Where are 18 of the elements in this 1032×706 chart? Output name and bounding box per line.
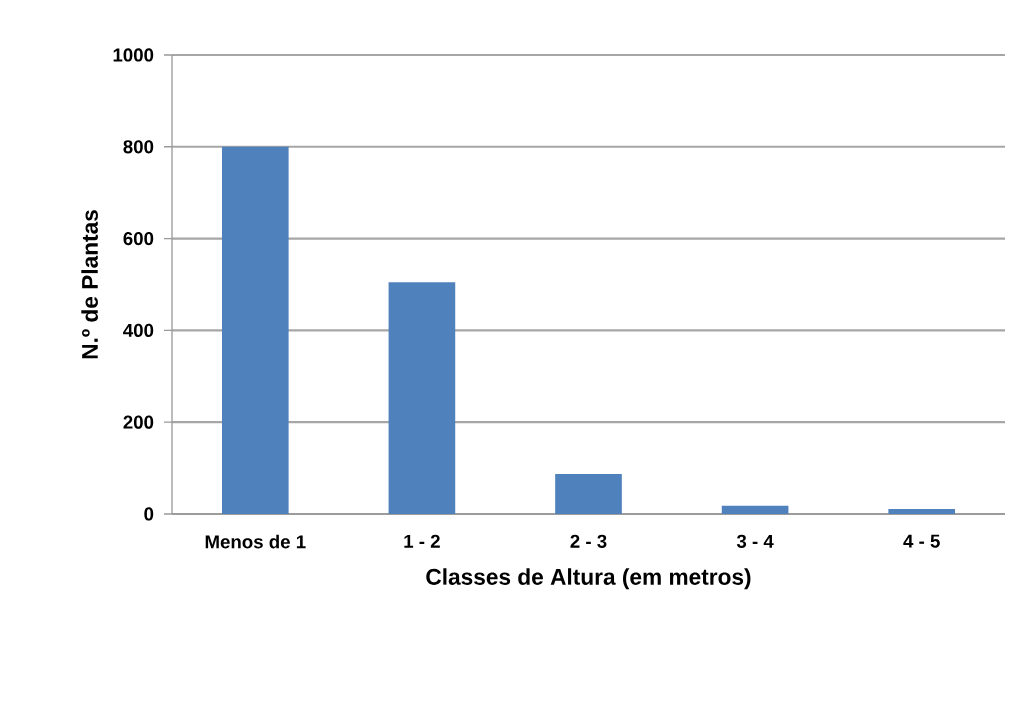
- bar: [888, 508, 956, 514]
- x-tick-label: 4 - 5: [903, 534, 940, 548]
- bar: [388, 282, 456, 514]
- x-axis-title: Classes de Altura (em metros): [426, 568, 751, 590]
- y-tick-label: 600: [123, 231, 154, 246]
- y-tick-label: 200: [123, 415, 154, 429]
- x-tick-label: 3 - 4: [736, 534, 774, 548]
- bar: [221, 146, 289, 514]
- x-tick-label: 1 - 2: [404, 534, 440, 548]
- bar: [555, 474, 622, 514]
- x-tick-label: 2 - 3: [570, 534, 607, 548]
- y-tick-label: 1000: [113, 48, 154, 62]
- y-tick-label: 0: [144, 507, 154, 521]
- bar: [721, 505, 789, 514]
- y-tick-label: 400: [123, 323, 154, 337]
- y-axis-title: N.º de Plantas: [81, 210, 98, 359]
- y-tick-label: 800: [123, 140, 154, 154]
- x-tick-label: Menos de 1: [205, 534, 306, 549]
